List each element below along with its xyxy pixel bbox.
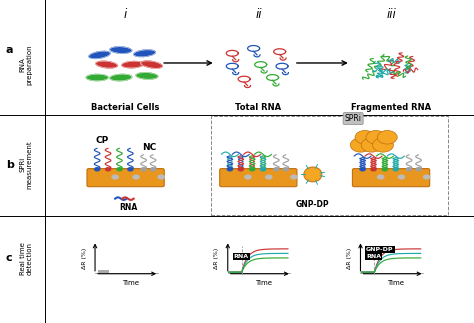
Text: ΔR (%): ΔR (%) — [214, 248, 219, 269]
Circle shape — [237, 167, 244, 172]
Text: RNA: RNA — [233, 254, 248, 259]
Circle shape — [116, 167, 123, 172]
Bar — [211, 116, 448, 215]
Text: CP: CP — [95, 136, 109, 145]
Circle shape — [355, 130, 375, 144]
Circle shape — [265, 174, 273, 180]
Circle shape — [132, 174, 140, 180]
Text: GNP-DP: GNP-DP — [366, 247, 394, 252]
FancyBboxPatch shape — [219, 169, 297, 187]
Circle shape — [290, 174, 298, 180]
Circle shape — [150, 167, 156, 172]
Circle shape — [373, 138, 393, 152]
Circle shape — [227, 167, 233, 172]
Circle shape — [366, 130, 386, 144]
Circle shape — [350, 138, 371, 152]
Circle shape — [398, 174, 405, 180]
Circle shape — [392, 167, 399, 172]
Circle shape — [249, 167, 255, 172]
Text: b: b — [6, 160, 14, 170]
Ellipse shape — [109, 47, 132, 54]
FancyBboxPatch shape — [352, 169, 429, 187]
Text: ΔR (%): ΔR (%) — [347, 248, 352, 269]
Circle shape — [406, 167, 412, 172]
Circle shape — [127, 167, 134, 172]
Circle shape — [273, 167, 280, 172]
Circle shape — [359, 167, 366, 172]
Circle shape — [377, 130, 397, 144]
Text: RNA: RNA — [119, 203, 137, 212]
Bar — [99, 270, 109, 273]
Text: ii: ii — [255, 8, 262, 21]
Ellipse shape — [109, 74, 132, 81]
Text: NC: NC — [142, 143, 156, 152]
Ellipse shape — [133, 49, 156, 57]
Circle shape — [423, 174, 430, 180]
FancyBboxPatch shape — [87, 169, 164, 187]
Circle shape — [377, 174, 384, 180]
Text: Bacterial Cells: Bacterial Cells — [91, 103, 160, 112]
Circle shape — [260, 167, 266, 172]
Ellipse shape — [121, 61, 144, 68]
Circle shape — [94, 167, 100, 172]
Circle shape — [382, 167, 388, 172]
Ellipse shape — [95, 61, 118, 68]
Text: Fragmented RNA: Fragmented RNA — [351, 103, 431, 112]
Circle shape — [244, 174, 252, 180]
Text: Time: Time — [387, 280, 404, 286]
Ellipse shape — [136, 72, 158, 79]
Circle shape — [361, 138, 382, 152]
Ellipse shape — [89, 51, 110, 59]
Ellipse shape — [86, 74, 109, 81]
Text: Time: Time — [255, 280, 272, 286]
Text: Real time
detection: Real time detection — [19, 242, 33, 275]
Text: SPRi: SPRi — [345, 114, 362, 123]
Text: a: a — [6, 45, 13, 55]
Text: iii: iii — [386, 8, 396, 21]
Text: GNP-DP: GNP-DP — [296, 200, 329, 209]
Circle shape — [370, 167, 377, 172]
Circle shape — [415, 167, 422, 172]
Circle shape — [157, 174, 165, 180]
Text: Time: Time — [122, 280, 139, 286]
Circle shape — [105, 167, 111, 172]
Circle shape — [140, 167, 147, 172]
Circle shape — [111, 174, 119, 180]
Text: i: i — [124, 8, 127, 21]
Text: ΔR (%): ΔR (%) — [82, 248, 87, 269]
Ellipse shape — [304, 167, 322, 182]
Text: RNA: RNA — [366, 254, 381, 259]
Circle shape — [283, 167, 289, 172]
Text: c: c — [6, 254, 12, 263]
Text: RNA
preparation: RNA preparation — [19, 44, 33, 85]
Text: Total RNA: Total RNA — [235, 103, 282, 112]
Ellipse shape — [141, 61, 163, 68]
Text: SPRi
measurement: SPRi measurement — [19, 141, 33, 189]
